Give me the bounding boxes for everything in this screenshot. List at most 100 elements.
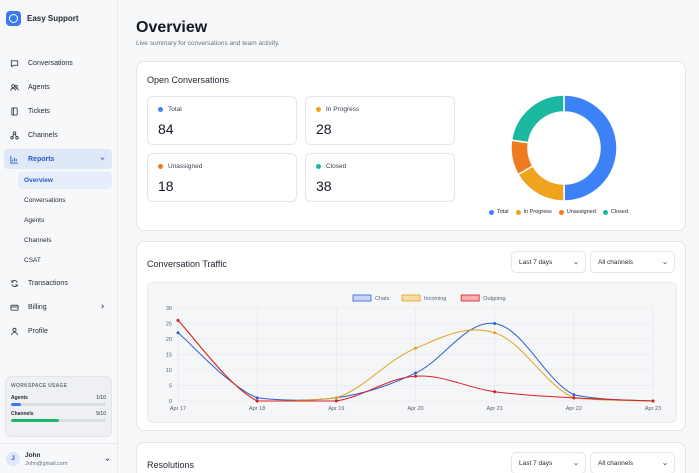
legend-swatch: [515, 209, 521, 215]
sidebar-item-label: Conversations: [28, 59, 73, 67]
sidebar-item-tickets[interactable]: Tickets: [4, 101, 112, 121]
sidebar-subitem-channels[interactable]: Channels: [18, 232, 112, 249]
usage-row-agents: Agents 1/10: [11, 395, 106, 406]
y-tick-label: 25: [166, 322, 172, 328]
stat-label: Closed: [326, 163, 347, 170]
chevron-right-icon[interactable]: [99, 303, 106, 310]
stat-card-total[interactable]: Total 84: [147, 96, 297, 145]
date-range-select[interactable]: Last 7 days: [511, 452, 586, 473]
chevron-down-icon: [663, 261, 667, 265]
legend-label: In Progress: [523, 209, 552, 215]
donut-legend: Total In Progress Unassigned Closed: [489, 209, 635, 215]
traffic-chart[interactable]: 0 5 10 15 20 25 30 Apr 17 Apr 18 Apr 19 Apr 20 Apr …: [147, 282, 677, 423]
usage-bar: [11, 419, 106, 422]
brand[interactable]: Easy Support: [6, 11, 79, 26]
data-point-outgoing[interactable]: [176, 318, 180, 322]
sidebar-item-transactions[interactable]: Transactions: [4, 273, 112, 293]
page-subtitle: Live summary for conversations and team …: [136, 40, 280, 47]
legend-item-unassigned[interactable]: Unassigned: [558, 209, 596, 215]
sidebar-item-reports[interactable]: Reports: [4, 149, 112, 169]
stat-card-unassigned[interactable]: Unassigned 18: [147, 153, 297, 202]
conversation-traffic-card: Conversation Traffic Last 7 days All cha…: [136, 241, 686, 431]
channel-select[interactable]: All channels: [590, 452, 675, 473]
legend-label-outgoing[interactable]: Outgoing: [483, 296, 505, 302]
x-tick-label: Apr 20: [407, 406, 423, 412]
data-point-outgoing[interactable]: [651, 399, 655, 403]
user-menu[interactable]: J John John@gmail.com: [0, 443, 118, 473]
sidebar-item-label: Reports: [28, 155, 55, 163]
data-point-chats[interactable]: [493, 322, 497, 325]
usage-label: Channels: [11, 411, 34, 417]
x-tick-label: Apr 19: [328, 406, 344, 412]
data-point-outgoing[interactable]: [334, 399, 338, 403]
status-dot: [316, 107, 321, 112]
sidebar-item-channels[interactable]: Channels: [4, 125, 112, 145]
date-range-select[interactable]: Last 7 days: [511, 251, 586, 273]
line-chart-svg[interactable]: 0 5 10 15 20 25 30 Apr 17 Apr 18 Apr 19 Apr 20 Apr …: [148, 283, 678, 424]
chevron-down-icon: [663, 462, 667, 466]
chevron-down-icon[interactable]: [99, 155, 106, 162]
y-tick-label: 30: [166, 306, 172, 312]
sidebar-item-profile[interactable]: Profile: [4, 321, 112, 341]
sidebar-item-agents[interactable]: Agents: [4, 77, 112, 97]
x-tick-label: Apr 23: [645, 406, 661, 412]
sidebar-item-label: Channels: [28, 131, 58, 139]
data-point-outgoing[interactable]: [255, 399, 259, 403]
legend-item-in-progress[interactable]: In Progress: [515, 209, 552, 215]
data-point-chats[interactable]: [176, 331, 180, 335]
data-point-chats[interactable]: [572, 393, 576, 397]
stat-label: Unassigned: [168, 163, 203, 170]
legend-swatch: [460, 294, 480, 302]
stat-card-in-progress[interactable]: In Progress 28: [305, 96, 455, 145]
legend-item-total[interactable]: Total: [489, 209, 509, 215]
legend-label: Closed: [610, 209, 628, 215]
channel-select[interactable]: All channels: [590, 251, 675, 273]
data-point-outgoing[interactable]: [414, 374, 417, 378]
stat-label: Total: [168, 106, 182, 113]
data-point-incoming[interactable]: [414, 346, 417, 350]
status-dot: [316, 164, 321, 169]
usage-value: 1/10: [96, 395, 106, 401]
data-point-incoming[interactable]: [493, 331, 497, 335]
sidebar-subitem-conversations[interactable]: Conversations: [18, 192, 112, 209]
sidebar-subitem-csat[interactable]: CSAT: [18, 252, 112, 269]
sidebar-item-label: Transactions: [28, 279, 68, 287]
select-value: Last 7 days: [519, 459, 553, 467]
user-email: John@gmail.com: [25, 461, 68, 467]
logo-icon: [6, 11, 21, 26]
sidebar-item-conversations[interactable]: Conversations: [4, 53, 112, 73]
sidebar-item-label: Billing: [28, 303, 47, 311]
data-point-outgoing[interactable]: [572, 396, 576, 400]
sidebar-subitem-agents[interactable]: Agents: [18, 212, 112, 229]
data-point-chats[interactable]: [255, 396, 259, 400]
stat-value: 18: [158, 178, 174, 194]
donut-chart[interactable]: [509, 93, 619, 203]
users-icon: [10, 83, 19, 91]
legend-label-incoming[interactable]: Incoming: [424, 296, 446, 302]
x-tick-label: Apr 21: [487, 406, 503, 412]
usage-bar: [11, 403, 106, 406]
resolutions-card: Resolutions Last 7 days All channels: [136, 442, 686, 473]
legend-label-chats[interactable]: Chats: [375, 296, 390, 302]
refresh-icon: [11, 279, 18, 287]
donut-slice-closed[interactable]: [510, 94, 565, 144]
sidebar-subitem-overview[interactable]: Overview: [18, 172, 112, 189]
y-tick-label: 10: [166, 368, 172, 374]
sidebar-item-billing[interactable]: Billing: [4, 297, 112, 317]
stat-card-closed[interactable]: Closed 38: [305, 153, 455, 202]
stat-value: 38: [316, 178, 332, 194]
card-title: Open Conversations: [147, 75, 230, 85]
y-tick-label: 20: [166, 337, 172, 343]
card-title: Conversation Traffic: [147, 259, 227, 269]
legend-label: Unassigned: [566, 209, 596, 215]
legend-item-closed[interactable]: Closed: [602, 209, 628, 215]
donut-slice-total[interactable]: [563, 94, 618, 202]
data-point-incoming[interactable]: [334, 396, 338, 400]
sidebar-item-label: Profile: [28, 327, 48, 335]
subitem-label: Overview: [24, 177, 53, 184]
usage-fill: [11, 419, 59, 422]
chevron-down-icon[interactable]: [104, 456, 111, 463]
data-point-outgoing[interactable]: [493, 390, 497, 394]
data-point-chats[interactable]: [414, 371, 417, 375]
chevron-down-icon: [574, 462, 578, 466]
